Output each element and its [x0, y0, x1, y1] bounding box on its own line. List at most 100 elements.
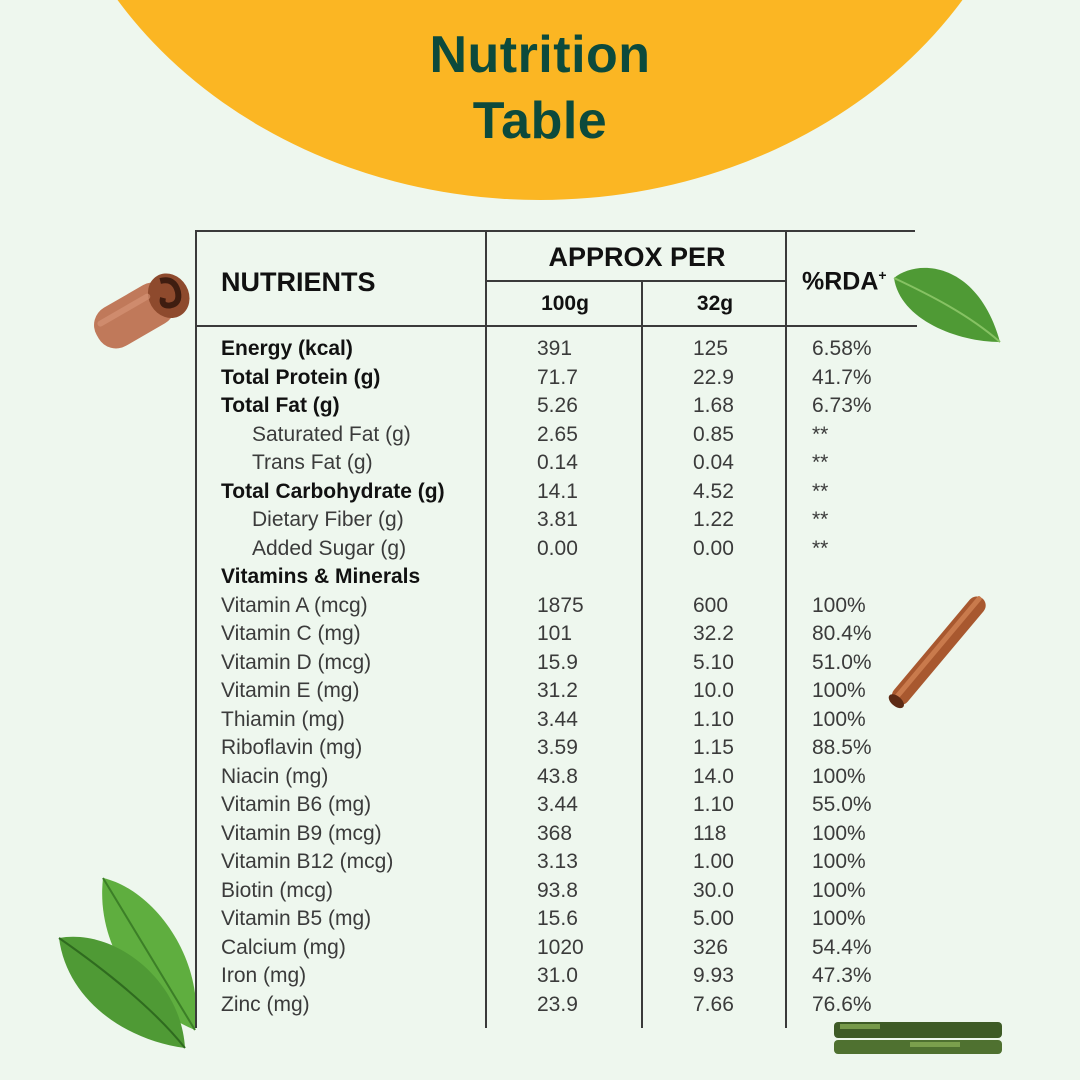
value-100g: 15.9 [537, 650, 578, 674]
nutrient-name: Vitamin D (mcg) [221, 650, 372, 674]
value-rda: 54.4% [812, 935, 872, 959]
herb-twig-icon [834, 1022, 1002, 1054]
value-100g: 3.44 [537, 707, 578, 731]
value-32g: 10.0 [693, 679, 734, 702]
value-100g: 1875 [537, 593, 584, 617]
nutrient-name: Niacin (mg) [221, 764, 329, 788]
header-nutrients: NUTRIENTS [221, 267, 376, 297]
table-row: Total Carbohydrate (g) 14.1 4.52 ** [197, 478, 917, 507]
value-rda: 88.5% [812, 736, 872, 759]
table-row: Added Sugar (g) 0.00 0.00 ** [197, 535, 917, 564]
value-100g: 368 [537, 821, 573, 845]
value-100g: 3.81 [537, 508, 578, 531]
value-100g: 31.0 [537, 964, 578, 987]
value-32g: 1.10 [693, 707, 734, 731]
header-100g: 100g [541, 292, 589, 315]
nutrient-name: Vitamin B9 (mcg) [221, 821, 382, 845]
table-row: Vitamin B6 (mg) 3.44 1.10 55.0% [197, 791, 917, 820]
value-32g: 14.0 [693, 764, 734, 788]
table-row: Energy (kcal) 391 125 6.58% [197, 335, 917, 364]
value-rda: 55.0% [812, 793, 872, 816]
rda-label: %RDA [802, 267, 879, 296]
value-32g: 1.10 [693, 793, 734, 816]
nutrient-name: Dietary Fiber (g) [252, 508, 404, 531]
cinnamon-curl-icon [94, 273, 190, 349]
value-100g: 1020 [537, 935, 584, 959]
cinnamon-stick-icon [888, 596, 986, 709]
value-100g: 101 [537, 622, 573, 645]
value-rda: 41.7% [812, 365, 872, 389]
value-100g: 93.8 [537, 878, 578, 902]
value-100g: 43.8 [537, 764, 578, 788]
nutrient-name: Vitamin C (mg) [221, 622, 361, 645]
value-32g: 9.93 [693, 964, 734, 987]
table-row: Total Fat (g) 5.26 1.68 6.73% [197, 392, 917, 421]
table-row: Vitamin B9 (mcg) 368 118 100% [197, 820, 917, 849]
mint-leaves-icon [58, 877, 197, 1049]
value-rda: ** [812, 508, 829, 531]
table-body: Energy (kcal) 391 125 6.58% Total Protein (g… [197, 335, 917, 1019]
value-100g: 3.59 [537, 736, 578, 759]
page-title: Nutrition Table [0, 22, 1080, 154]
table-row: Vitamin D (mcg) 15.9 5.10 51.0% [197, 649, 917, 678]
nutrient-name: Total Protein (g) [221, 365, 381, 389]
value-32g: 32.2 [693, 622, 734, 645]
nutrient-name: Trans Fat (g) [252, 451, 373, 474]
value-100g: 0.00 [537, 536, 578, 560]
value-rda: 100% [812, 679, 866, 702]
value-100g: 23.9 [537, 992, 578, 1016]
value-32g: 118 [693, 821, 727, 845]
table-row: Zinc (mg) 23.9 7.66 76.6% [197, 991, 917, 1020]
value-32g: 7.66 [693, 992, 734, 1016]
divider [641, 280, 643, 1028]
table-row: Vitamin C (mg) 101 32.2 80.4% [197, 620, 917, 649]
divider [487, 280, 787, 282]
value-32g: 0.00 [693, 536, 734, 560]
value-rda: 100% [812, 907, 866, 930]
value-100g: 3.13 [537, 850, 578, 873]
value-100g: 31.2 [537, 679, 578, 702]
value-rda: 100% [812, 707, 866, 731]
value-rda: 6.73% [812, 394, 872, 417]
nutrient-name: Thiamin (mg) [221, 707, 345, 731]
table-row: Riboflavin (mg) 3.59 1.15 88.5% [197, 734, 917, 763]
nutrient-name: Added Sugar (g) [252, 536, 407, 560]
title-line-2: Table [472, 92, 608, 150]
value-100g: 0.14 [537, 451, 578, 474]
value-32g: 1.15 [693, 736, 734, 759]
nutrient-name: Total Fat (g) [221, 394, 340, 417]
value-32g: 5.00 [693, 907, 734, 930]
nutrient-name: Zinc (mg) [221, 992, 310, 1016]
table-row: Iron (mg) 31.0 9.93 47.3% [197, 962, 917, 991]
nutrient-name: Biotin (mcg) [221, 878, 334, 902]
leaf-icon [893, 267, 1001, 343]
value-100g: 14.1 [537, 479, 578, 503]
value-rda: ** [812, 536, 829, 560]
divider [785, 232, 787, 1028]
value-rda: 100% [812, 850, 866, 873]
nutrient-name: Vitamin B5 (mg) [221, 907, 372, 930]
nutrient-name: Vitamins & Minerals [221, 565, 421, 588]
table-row: Vitamin B12 (mcg) 3.13 1.00 100% [197, 848, 917, 877]
value-32g: 1.68 [693, 394, 734, 417]
value-32g: 1.22 [693, 508, 734, 531]
table-row: Thiamin (mg) 3.44 1.10 100% [197, 706, 917, 735]
value-rda: 76.6% [812, 992, 872, 1016]
value-rda: 6.58% [812, 337, 872, 360]
value-rda: 100% [812, 593, 866, 617]
value-32g: 4.52 [693, 479, 734, 503]
value-100g: 5.26 [537, 394, 578, 417]
table-row: Vitamin A (mcg) 1875 600 100% [197, 592, 917, 621]
value-32g: 125 [693, 337, 729, 360]
value-100g: 3.44 [537, 793, 578, 816]
table-row: Niacin (mg) 43.8 14.0 100% [197, 763, 917, 792]
table-row: Dietary Fiber (g) 3.81 1.22 ** [197, 506, 917, 535]
value-32g: 600 [693, 593, 729, 617]
value-rda: 100% [812, 878, 866, 902]
nutrient-name: Iron (mg) [221, 964, 307, 987]
divider [197, 325, 917, 327]
table-row: Total Protein (g) 71.7 22.9 41.7% [197, 364, 917, 393]
header-approx-per: APPROX PER [548, 242, 726, 272]
table-row: Biotin (mcg) 93.8 30.0 100% [197, 877, 917, 906]
divider [485, 232, 487, 1028]
